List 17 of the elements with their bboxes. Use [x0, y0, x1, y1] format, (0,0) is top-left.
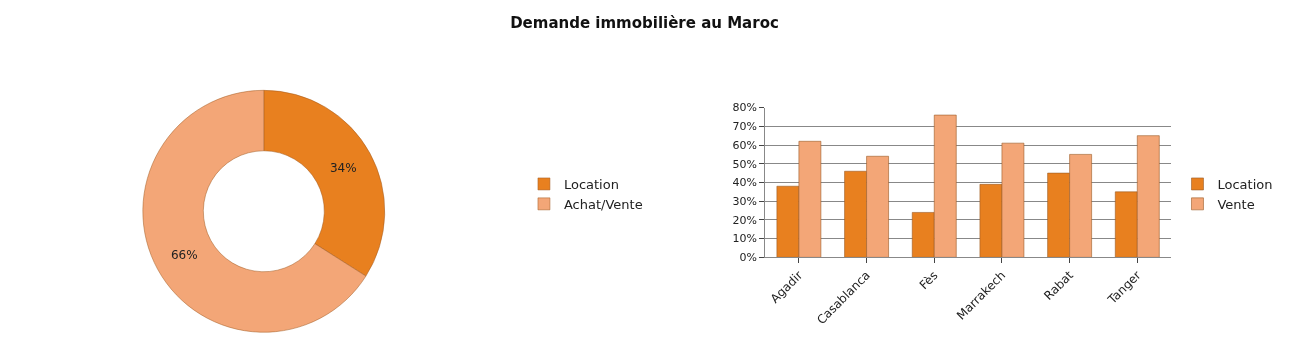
- chart-title: Demande immobilière au Maroc: [510, 14, 779, 33]
- y-tick-label: 60%: [732, 138, 757, 152]
- y-tick-label: 10%: [732, 232, 757, 246]
- y-tick-label: 0%: [739, 251, 757, 265]
- y-tick-label: 70%: [732, 120, 757, 134]
- y-tick-label: 30%: [732, 195, 757, 209]
- legend-label: Location: [1217, 177, 1273, 193]
- data-label: 66%: [170, 247, 198, 262]
- legend-label: Achat/Vente: [563, 196, 643, 212]
- legend-label: Location: [563, 177, 619, 193]
- y-tick-label: 50%: [732, 157, 757, 171]
- x-tick-label: Fès: [916, 268, 941, 293]
- data-label: 34%: [329, 160, 357, 175]
- y-tick-label: 80%: [732, 101, 757, 115]
- y-tick-label: 40%: [732, 176, 757, 190]
- legend-label: Vente: [1217, 196, 1255, 212]
- y-tick-label: 20%: [732, 213, 757, 227]
